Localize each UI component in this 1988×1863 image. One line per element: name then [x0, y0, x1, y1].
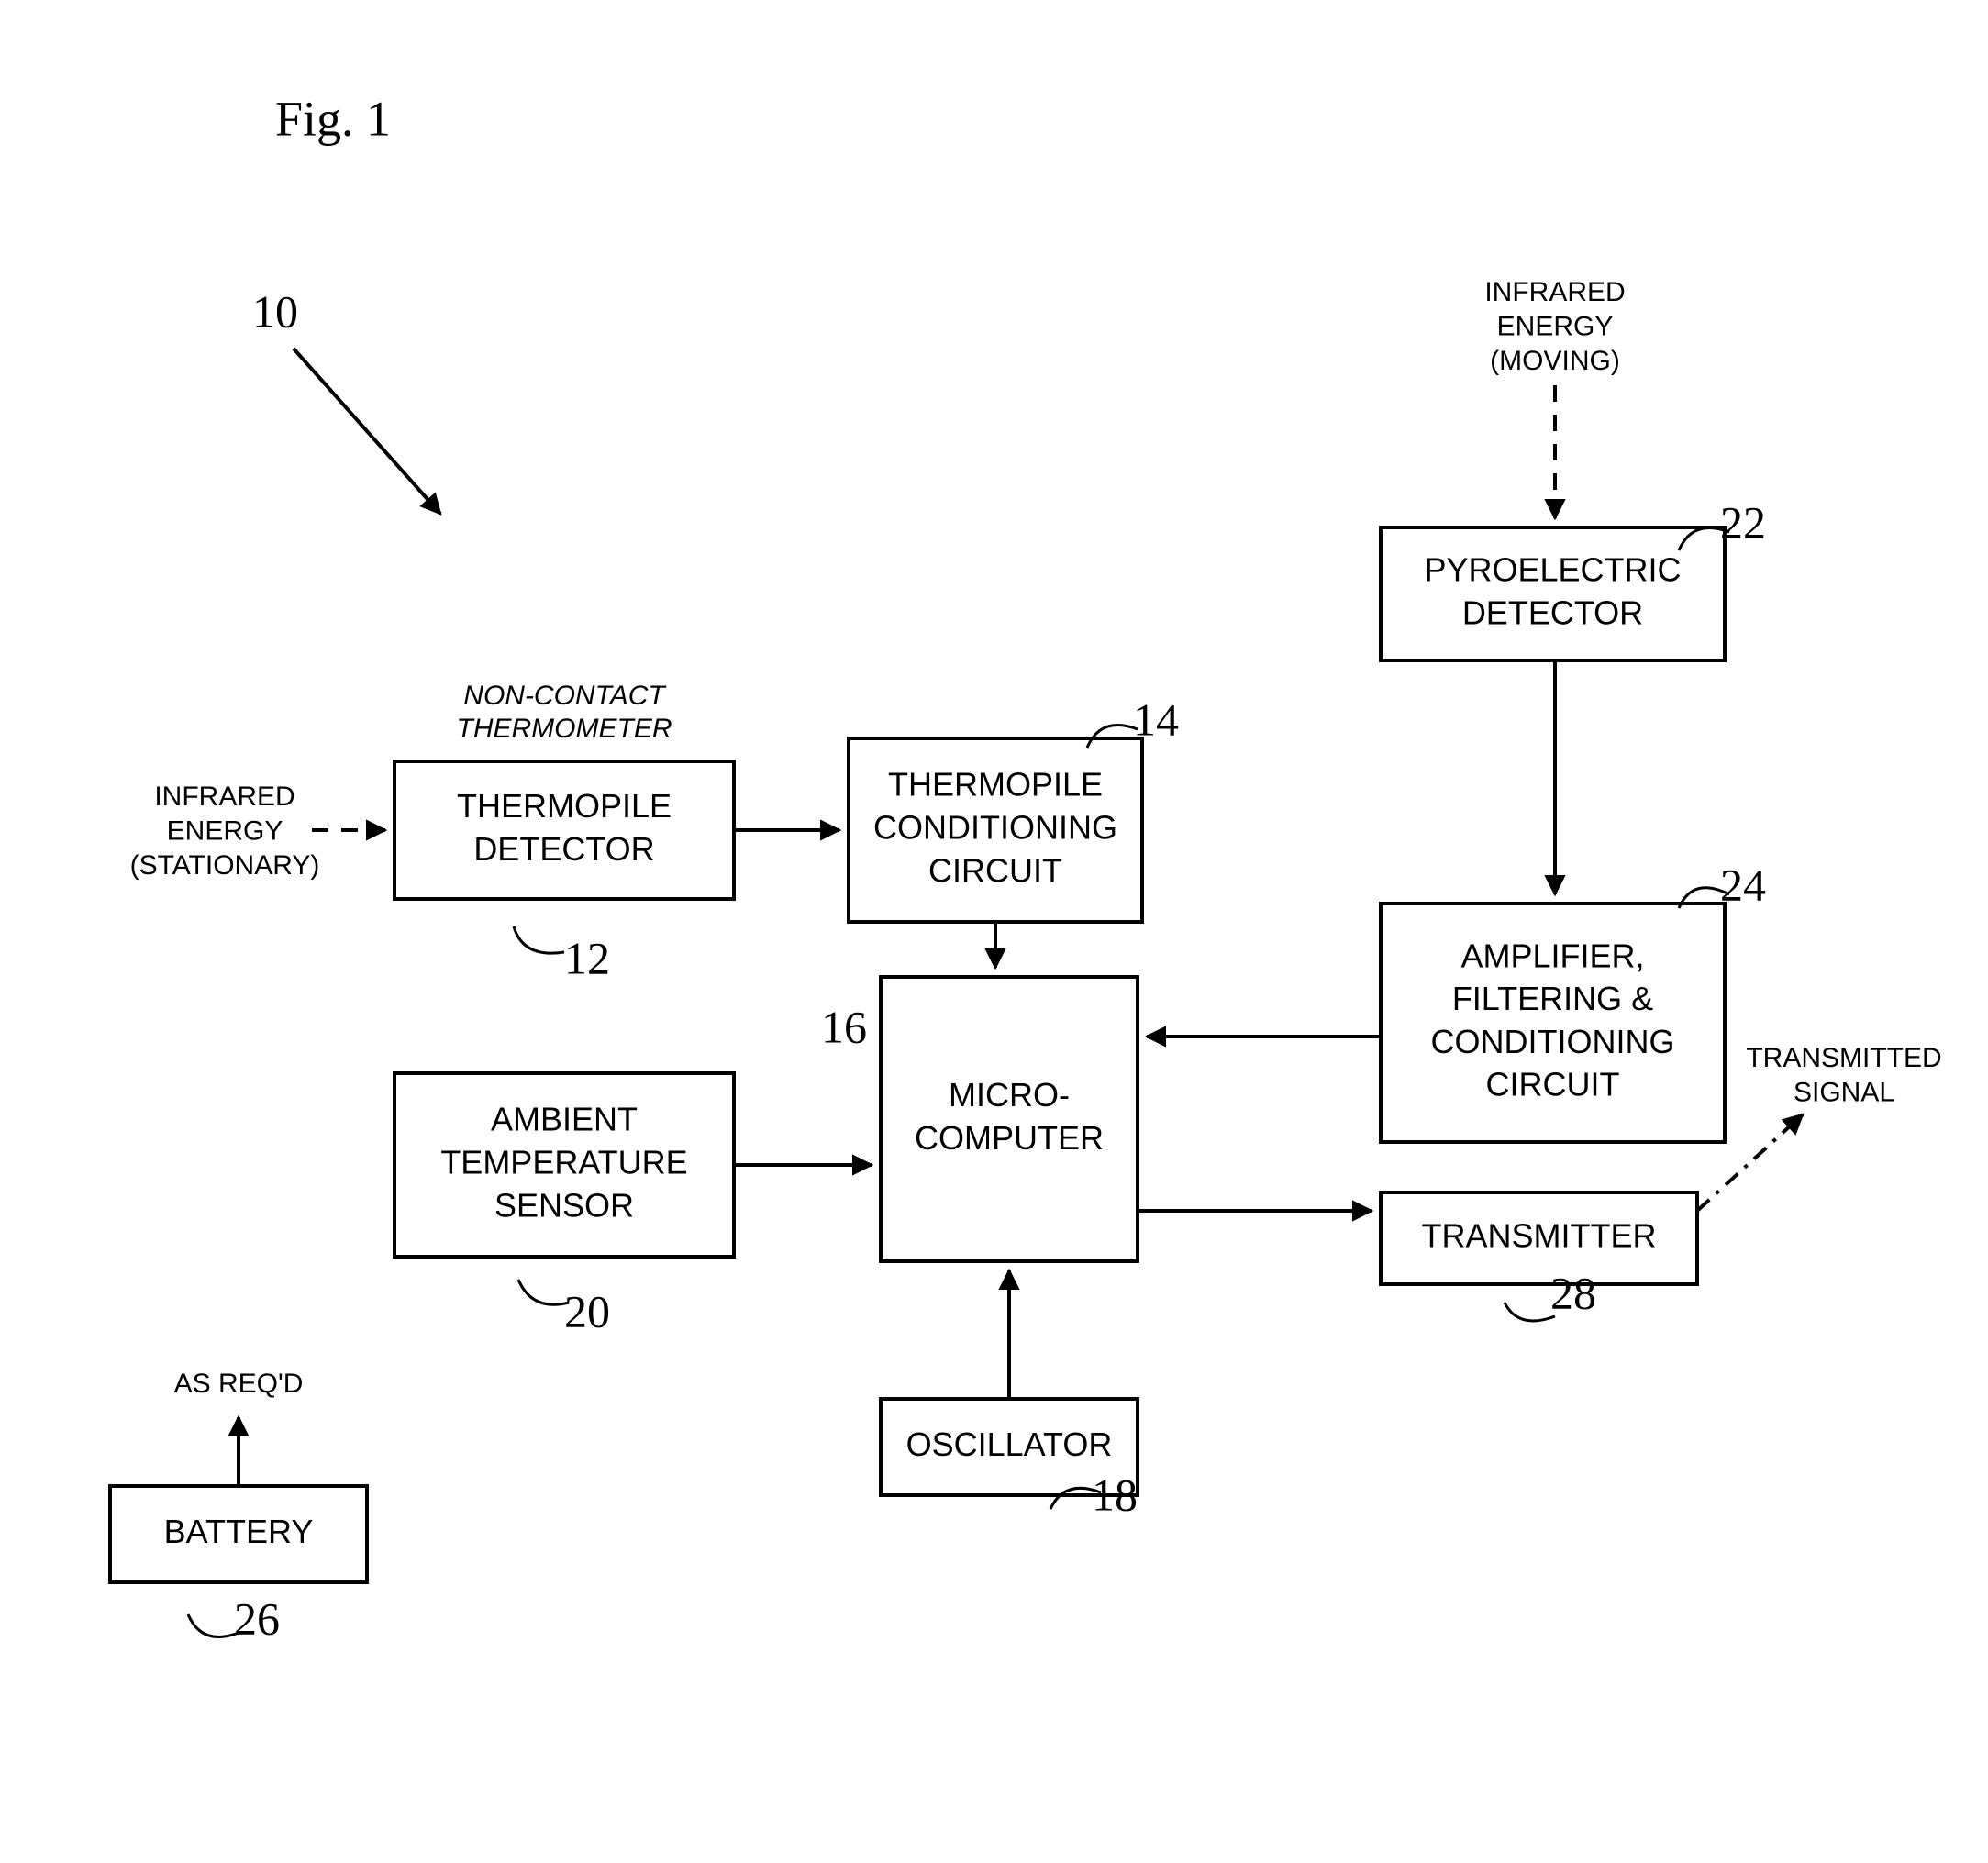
annot-ir_stationary-2: (STATIONARY)	[130, 850, 320, 881]
ref-22: 22	[1720, 496, 1766, 548]
node-ambient_temp: AMBIENT TEMPERATURE SENSOR 20	[394, 1073, 734, 1336]
node-ambient_temp-line-1: TEMPERATURE	[440, 1144, 687, 1181]
leader-12	[514, 926, 564, 953]
node-thermopile_detector-line-0: THERMOPILE	[457, 787, 672, 825]
ref-20: 20	[564, 1285, 610, 1336]
node-microcomputer: MICRO- COMPUTER 16	[821, 977, 1138, 1261]
node-amp_filter: AMPLIFIER, FILTERING & CONDITIONING CIRCUIT…	[1381, 859, 1766, 1142]
ref-16: 16	[821, 1001, 867, 1052]
ref-12: 12	[564, 932, 610, 983]
annot-ir_moving-0: INFRARED	[1484, 277, 1625, 307]
ref-10: 10	[252, 285, 298, 337]
node-thermopile_detector-caption-1: THERMOMETER	[457, 714, 672, 744]
node-oscillator-line-0: OSCILLATOR	[906, 1425, 1113, 1463]
leader-26	[188, 1614, 239, 1637]
node-thermopile_conditioning-line-0: THERMOPILE	[888, 766, 1103, 804]
node-battery: BATTERY 26	[110, 1486, 367, 1644]
ref-26: 26	[234, 1592, 280, 1644]
ref-24: 24	[1720, 859, 1766, 910]
annot-ir_stationary-0: INFRARED	[154, 782, 294, 812]
ref-28: 28	[1550, 1267, 1596, 1318]
node-amp_filter-line-0: AMPLIFIER,	[1460, 937, 1644, 974]
ref-18: 18	[1092, 1469, 1138, 1520]
figure-title: Fig. 1	[275, 91, 391, 146]
node-ambient_temp-line-0: AMBIENT	[491, 1101, 638, 1138]
node-battery-line-0: BATTERY	[164, 1513, 314, 1550]
annot-tx_signal-1: SIGNAL	[1794, 1077, 1894, 1107]
node-pyro_detector: PYROELECTRIC DETECTOR 22	[1381, 496, 1766, 660]
leader-28	[1505, 1303, 1555, 1321]
node-thermopile_conditioning-line-2: CIRCUIT	[928, 851, 1062, 889]
annot-ir_moving-1: ENERGY	[1497, 311, 1614, 341]
node-transmitter-line-0: TRANSMITTER	[1422, 1217, 1657, 1255]
annot-as_reqd-0: AS REQ'D	[174, 1369, 304, 1399]
annot-tx_signal-0: TRANSMITTED	[1746, 1043, 1941, 1073]
node-amp_filter-line-1: FILTERING &	[1452, 980, 1653, 1017]
node-oscillator: OSCILLATOR 18	[881, 1399, 1138, 1520]
node-ambient_temp-line-2: SENSOR	[494, 1186, 634, 1224]
leader-20	[518, 1280, 569, 1304]
node-thermopile_detector: THERMOPILE DETECTOR NON-CONTACTTHERMOMETER…	[394, 681, 734, 984]
node-transmitter: TRANSMITTER 28	[1381, 1192, 1697, 1318]
annot-ir_stationary-1: ENERGY	[167, 815, 283, 846]
node-thermopile_conditioning: THERMOPILE CONDITIONING CIRCUIT 14	[849, 693, 1179, 922]
ref-14: 14	[1133, 693, 1179, 745]
ref-10-arrow	[294, 349, 440, 514]
node-thermopile_detector-caption-0: NON-CONTACT	[463, 681, 667, 711]
annot-ir_moving-2: (MOVING)	[1490, 346, 1620, 376]
node-amp_filter-line-2: CONDITIONING	[1431, 1023, 1675, 1060]
node-thermopile_detector-line-1: DETECTOR	[473, 830, 654, 868]
node-microcomputer-line-1: COMPUTER	[915, 1119, 1104, 1157]
node-pyro_detector-line-1: DETECTOR	[1462, 593, 1643, 631]
node-amp_filter-line-3: CIRCUIT	[1486, 1066, 1620, 1103]
node-thermopile_conditioning-line-1: CONDITIONING	[873, 809, 1117, 847]
node-microcomputer-line-0: MICRO-	[949, 1076, 1070, 1114]
node-pyro_detector-line-0: PYROELECTRIC	[1424, 551, 1681, 589]
